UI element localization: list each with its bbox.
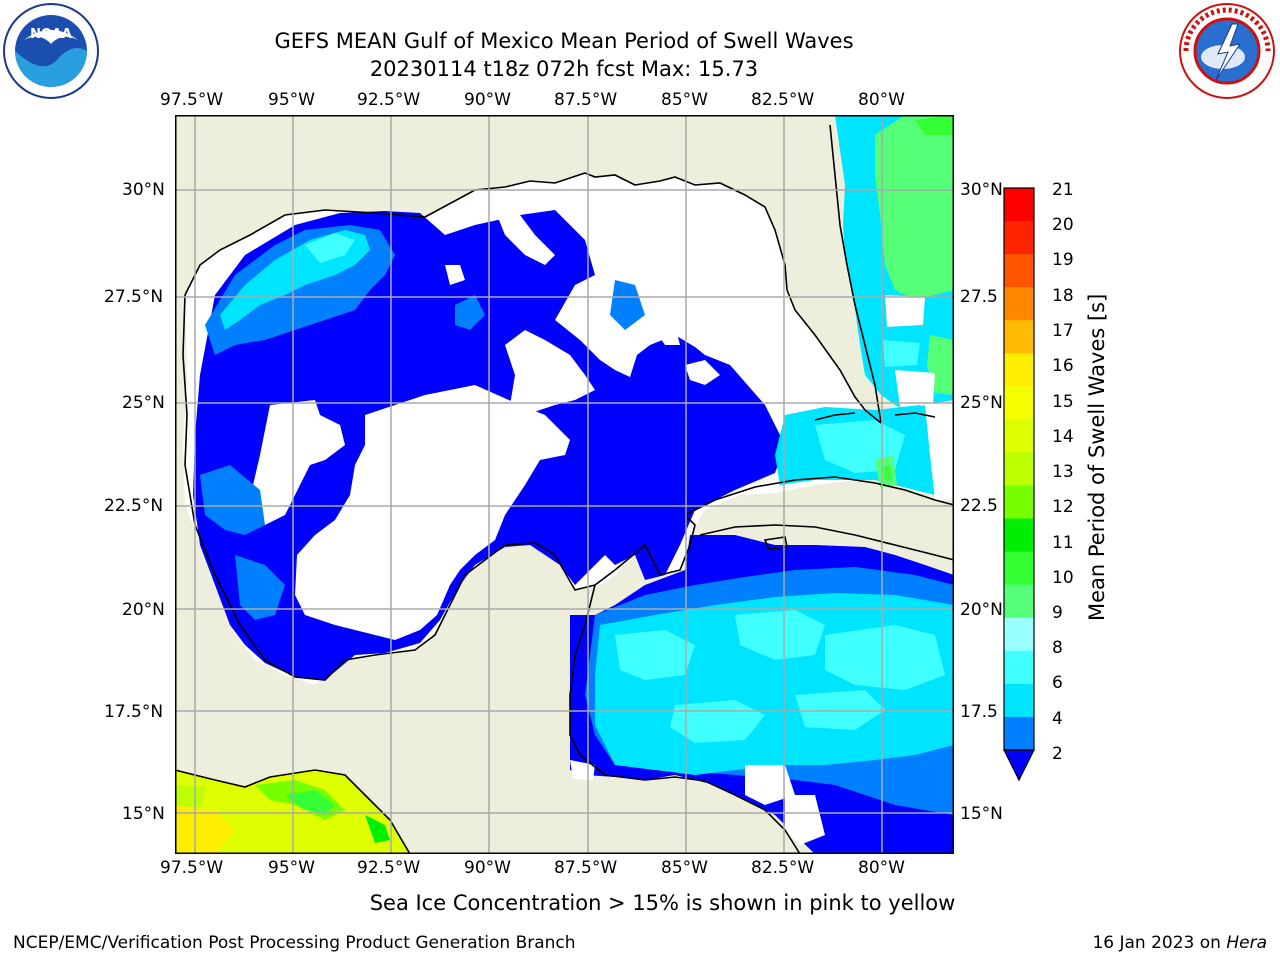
- colorbar-tick: 17: [1052, 321, 1074, 341]
- colorbar-tick: 15: [1052, 392, 1074, 412]
- colorbar-segment: [1004, 386, 1034, 420]
- colorbar-segment: [1004, 650, 1034, 685]
- colorbar-segment: [1004, 716, 1034, 751]
- colorbar-tick: 13: [1052, 462, 1074, 482]
- nws-logo: [1179, 3, 1275, 99]
- colorbar-tick: 14: [1052, 427, 1074, 447]
- colorbar-segment: [1004, 485, 1034, 520]
- lat-label-left: 20°N: [122, 600, 165, 620]
- lat-label-right: 20°N: [960, 600, 1003, 620]
- colorbar-tick: 16: [1052, 356, 1074, 376]
- lon-label-bottom: 92.5°W: [357, 858, 421, 878]
- colorbar-extend-triangle: [1003, 749, 1035, 782]
- coastlines: [175, 124, 954, 854]
- colorbar-tick: 19: [1052, 250, 1074, 270]
- lon-label-top: 92.5°W: [357, 90, 421, 110]
- lon-label-top: 90°W: [464, 90, 511, 110]
- svg-text:NOAA: NOAA: [30, 27, 72, 42]
- lon-label-top: 80°W: [858, 90, 905, 110]
- colorbar-segment: [1004, 551, 1034, 586]
- colorbar-segment: [1004, 287, 1034, 321]
- colorbar-segment: [1004, 683, 1034, 718]
- lon-label-bottom: 80°W: [858, 858, 905, 878]
- chart-subtitle: 20230114 t18z 072h fcst Max: 15.73: [369, 57, 759, 81]
- lon-label-top: 97.5°W: [160, 90, 224, 110]
- colorbar-tick: 6: [1052, 673, 1063, 693]
- colorbar-tick: 2: [1052, 744, 1063, 764]
- colorbar-segment: [1004, 584, 1034, 619]
- colorbar: [1003, 187, 1035, 782]
- lon-label-bottom: 82.5°W: [751, 858, 815, 878]
- lon-label-top: 95°W: [268, 90, 315, 110]
- lon-label-bottom: 95°W: [268, 858, 315, 878]
- colorbar-segment: [1004, 518, 1034, 553]
- lat-label-left: 22.5°N: [104, 496, 164, 516]
- lon-label-bottom: 85°W: [661, 858, 708, 878]
- colorbar-tick: 20: [1052, 215, 1074, 235]
- lat-label-right: 15°N: [960, 804, 1003, 824]
- colorbar-segment: [1004, 320, 1034, 354]
- lon-label-bottom: 97.5°W: [160, 858, 224, 878]
- colorbar-tick: 9: [1052, 603, 1063, 623]
- noaa-logo: NOAA: [3, 3, 99, 99]
- colorbar-segment: [1004, 419, 1034, 453]
- lon-label-bottom: 87.5°W: [554, 858, 618, 878]
- footer-date: 16 Jan 2023 on Hera: [1092, 933, 1267, 953]
- footer-host: Hera: [1226, 933, 1267, 953]
- colorbar-tick: 12: [1052, 497, 1074, 517]
- lat-label-left: 30°N: [122, 180, 165, 200]
- lat-label-right: 30°N: [960, 180, 1003, 200]
- graticule: [175, 115, 954, 854]
- lon-label-top: 85°W: [661, 90, 708, 110]
- footer-org: NCEP/EMC/Verification Post Processing Pr…: [13, 933, 576, 953]
- colorbar-tick: 4: [1052, 709, 1063, 729]
- lat-label-right: 27.5: [960, 287, 998, 307]
- lat-label-left: 17.5°N: [104, 702, 164, 722]
- lat-label-left: 15°N: [122, 804, 165, 824]
- colorbar-segment: [1004, 617, 1034, 652]
- colorbar-tick: 21: [1052, 180, 1074, 200]
- lon-label-bottom: 90°W: [464, 858, 511, 878]
- lat-label-right: 25°N: [960, 393, 1003, 413]
- lat-label-left: 25°N: [122, 393, 165, 413]
- caption: Sea Ice Concentration > 15% is shown in …: [369, 891, 956, 915]
- colorbar-tick: 10: [1052, 568, 1074, 588]
- colorbar-segment: [1004, 452, 1034, 487]
- map-panel: [175, 115, 954, 854]
- colorbar-tick: 18: [1052, 286, 1074, 306]
- colorbar-label: Mean Period of Swell Waves [s]: [1085, 293, 1109, 621]
- colorbar-segment: [1004, 188, 1034, 222]
- lat-label-right: 17.5: [960, 702, 998, 722]
- colorbar-segment: [1004, 353, 1034, 387]
- colorbar-segment: [1004, 221, 1034, 255]
- colorbar-tick: 8: [1052, 638, 1063, 658]
- lat-label-left: 27.5°N: [104, 287, 164, 307]
- footer-date-text: 16 Jan 2023 on: [1092, 933, 1221, 953]
- colorbar-segment: [1004, 254, 1034, 288]
- lon-label-top: 82.5°W: [751, 90, 815, 110]
- lat-label-right: 22.5: [960, 496, 998, 516]
- lon-label-top: 87.5°W: [554, 90, 618, 110]
- colorbar-tick: 11: [1052, 533, 1074, 553]
- chart-title: GEFS MEAN Gulf of Mexico Mean Period of …: [274, 29, 854, 53]
- map-frame: [175, 115, 954, 854]
